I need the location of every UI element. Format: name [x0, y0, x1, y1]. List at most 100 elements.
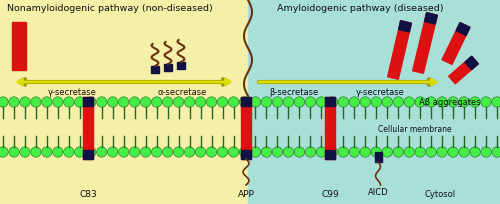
Circle shape — [250, 97, 260, 107]
Circle shape — [184, 97, 195, 107]
Circle shape — [481, 97, 491, 107]
Circle shape — [426, 97, 436, 107]
Polygon shape — [465, 56, 478, 70]
Circle shape — [52, 147, 63, 157]
Circle shape — [470, 97, 480, 107]
Circle shape — [338, 147, 348, 157]
Circle shape — [294, 97, 304, 107]
Circle shape — [393, 97, 404, 107]
Circle shape — [152, 97, 162, 107]
Circle shape — [283, 97, 294, 107]
Text: C99: C99 — [321, 190, 339, 199]
Circle shape — [360, 97, 370, 107]
Circle shape — [42, 97, 52, 107]
Bar — [248, 0, 500, 204]
Circle shape — [108, 147, 118, 157]
Circle shape — [20, 147, 30, 157]
Circle shape — [316, 147, 326, 157]
Circle shape — [415, 97, 426, 107]
Circle shape — [426, 147, 436, 157]
Circle shape — [448, 147, 458, 157]
Polygon shape — [398, 21, 411, 32]
Circle shape — [96, 147, 107, 157]
Circle shape — [108, 97, 118, 107]
Circle shape — [240, 147, 250, 157]
Circle shape — [327, 97, 338, 107]
Bar — [83, 97, 93, 106]
Circle shape — [382, 147, 392, 157]
Circle shape — [316, 97, 326, 107]
Circle shape — [272, 97, 282, 107]
Circle shape — [74, 97, 85, 107]
Circle shape — [415, 147, 426, 157]
Circle shape — [96, 97, 107, 107]
Text: β-secretase: β-secretase — [270, 88, 318, 97]
Circle shape — [86, 147, 96, 157]
Circle shape — [262, 97, 272, 107]
Text: AICD: AICD — [368, 188, 388, 197]
Circle shape — [470, 147, 480, 157]
Circle shape — [0, 97, 8, 107]
Circle shape — [42, 147, 52, 157]
Circle shape — [459, 147, 469, 157]
Circle shape — [174, 147, 184, 157]
Circle shape — [140, 97, 151, 107]
Circle shape — [349, 147, 360, 157]
Circle shape — [240, 97, 250, 107]
Circle shape — [492, 97, 500, 107]
Circle shape — [360, 147, 370, 157]
Circle shape — [437, 147, 448, 157]
Text: Cellular membrane: Cellular membrane — [378, 125, 452, 134]
Polygon shape — [442, 23, 470, 64]
Circle shape — [64, 97, 74, 107]
Bar — [83, 97, 93, 159]
Bar — [151, 66, 159, 73]
Circle shape — [338, 97, 348, 107]
Bar — [375, 152, 382, 162]
Text: Aβ aggregates: Aβ aggregates — [419, 98, 481, 107]
Circle shape — [20, 97, 30, 107]
Circle shape — [481, 147, 491, 157]
Polygon shape — [388, 21, 411, 79]
Bar — [241, 150, 251, 159]
Polygon shape — [448, 56, 478, 84]
Circle shape — [162, 147, 173, 157]
Text: α-secretase: α-secretase — [158, 88, 206, 97]
Bar — [325, 97, 335, 106]
Bar — [241, 97, 251, 106]
Text: Nonamyloidogenic pathway (non-diseased): Nonamyloidogenic pathway (non-diseased) — [7, 4, 213, 13]
Circle shape — [174, 97, 184, 107]
Circle shape — [305, 97, 316, 107]
Circle shape — [371, 147, 382, 157]
Circle shape — [327, 147, 338, 157]
Circle shape — [262, 147, 272, 157]
Circle shape — [130, 147, 140, 157]
Circle shape — [0, 147, 8, 157]
Circle shape — [184, 147, 195, 157]
Circle shape — [118, 147, 129, 157]
Circle shape — [30, 97, 41, 107]
Circle shape — [9, 147, 19, 157]
Circle shape — [448, 97, 458, 107]
Bar — [12, 22, 26, 70]
Circle shape — [371, 97, 382, 107]
Circle shape — [9, 97, 19, 107]
Circle shape — [382, 97, 392, 107]
Circle shape — [196, 97, 206, 107]
Circle shape — [294, 147, 304, 157]
Circle shape — [196, 147, 206, 157]
Bar — [0, 0, 248, 204]
Circle shape — [305, 147, 316, 157]
Circle shape — [64, 147, 74, 157]
Circle shape — [437, 97, 448, 107]
Circle shape — [228, 147, 238, 157]
Polygon shape — [412, 13, 438, 73]
Text: γ-secretase: γ-secretase — [48, 88, 96, 97]
Text: Amyloidogenic pathway (diseased): Amyloidogenic pathway (diseased) — [277, 4, 444, 13]
Circle shape — [152, 147, 162, 157]
Circle shape — [393, 147, 404, 157]
Circle shape — [74, 147, 85, 157]
Circle shape — [118, 97, 129, 107]
Circle shape — [250, 147, 260, 157]
Circle shape — [228, 97, 238, 107]
